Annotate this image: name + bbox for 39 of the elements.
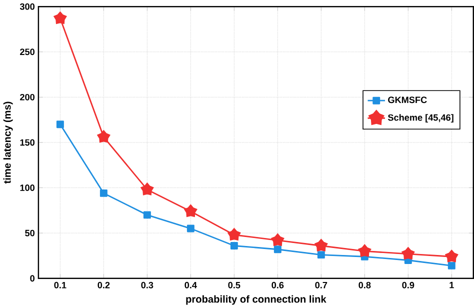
y-tick-label: 300 [20, 3, 35, 10]
x-tick-label: 0.4 [184, 282, 197, 288]
legend-label: GKMSFC [388, 96, 427, 104]
x-tick-label: 0.2 [98, 282, 110, 288]
y-axis-title: time latency (ms) [3, 102, 13, 184]
point [56, 120, 64, 128]
y-tick-label: 100 [20, 184, 35, 191]
point [143, 211, 151, 219]
point [184, 204, 198, 218]
x-tick-label: 0.7 [315, 282, 328, 288]
point [100, 189, 108, 197]
point [96, 130, 110, 143]
x-tick-label: 0.1 [54, 282, 66, 288]
point [270, 233, 284, 246]
point [274, 246, 282, 254]
x-tick-label: 0.9 [402, 282, 414, 288]
point [401, 246, 415, 260]
y-tick-label: 0 [30, 275, 35, 282]
point [53, 11, 67, 24]
point [444, 249, 458, 262]
point [230, 242, 238, 250]
x-tick-label: 0.3 [141, 282, 154, 288]
x-tick-label: 0.6 [272, 282, 284, 288]
point [358, 244, 372, 257]
point [140, 182, 154, 196]
x-tick-label: 1 [450, 282, 454, 288]
point [317, 251, 325, 259]
y-tick-label: 250 [20, 48, 35, 56]
x-tick-label: 0.5 [228, 282, 240, 288]
legend-label: Scheme [45,46] [388, 114, 454, 123]
x-axis-title: probability of connection link [186, 295, 326, 305]
point [448, 262, 456, 270]
y-tick-label: 200 [20, 94, 35, 100]
y-tick-label: 150 [20, 139, 35, 146]
point [314, 238, 328, 252]
x-tick-label: 0.8 [358, 282, 371, 288]
point [227, 228, 241, 241]
point [186, 224, 194, 232]
y-tick-label: 50 [25, 230, 35, 236]
